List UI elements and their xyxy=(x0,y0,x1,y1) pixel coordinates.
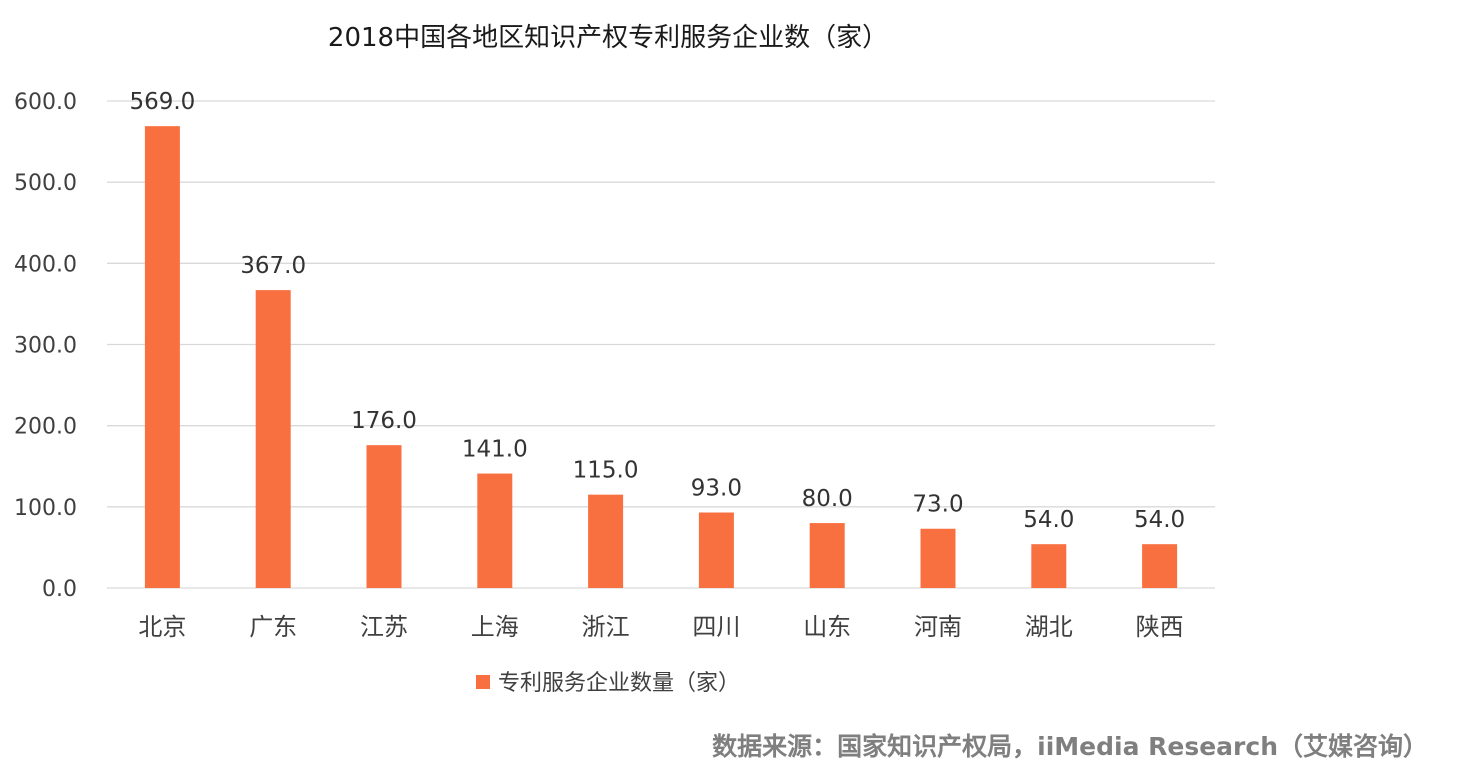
gridlines xyxy=(107,100,1215,589)
bar xyxy=(477,473,513,588)
chart-title: 2018中国各地区知识产权专利服务企业数（家） xyxy=(328,23,888,53)
bars xyxy=(144,126,1178,588)
data-label: 80.0 xyxy=(802,486,853,512)
x-tick-label: 山东 xyxy=(803,613,851,641)
bar xyxy=(809,523,845,588)
bar xyxy=(255,290,291,588)
y-axis-ticks: 0.0 100.0 200.0 300.0 400.0 500.0 600.0 xyxy=(14,90,77,602)
data-label: 54.0 xyxy=(1023,507,1074,533)
bar xyxy=(588,494,624,588)
bar xyxy=(366,445,402,588)
y-tick-label: 0.0 xyxy=(42,577,77,602)
x-tick-label: 江苏 xyxy=(360,613,408,641)
x-tick-label: 陕西 xyxy=(1136,613,1184,641)
bar xyxy=(1142,544,1178,588)
x-tick-label: 四川 xyxy=(692,613,740,641)
data-label: 176.0 xyxy=(351,408,417,434)
legend-label: 专利服务企业数量（家） xyxy=(498,671,740,696)
x-tick-label: 北京 xyxy=(138,613,186,641)
bar xyxy=(1031,544,1067,588)
data-label: 93.0 xyxy=(691,476,742,502)
y-tick-label: 600.0 xyxy=(14,90,77,115)
data-label: 141.0 xyxy=(462,437,528,463)
data-label: 115.0 xyxy=(573,458,639,484)
data-label: 569.0 xyxy=(129,89,195,115)
x-tick-label: 上海 xyxy=(471,613,519,641)
x-axis-ticks: 北京 广东 江苏 上海 浙江 四川 山东 河南 湖北 陕西 xyxy=(138,613,1183,641)
bar xyxy=(920,528,956,588)
x-tick-label: 浙江 xyxy=(582,613,630,641)
y-tick-label: 500.0 xyxy=(14,171,77,196)
bar xyxy=(144,126,180,588)
y-tick-label: 400.0 xyxy=(14,252,77,277)
y-tick-label: 300.0 xyxy=(14,334,77,359)
x-tick-label: 广东 xyxy=(249,613,297,641)
x-tick-label: 湖北 xyxy=(1025,613,1073,641)
data-label: 54.0 xyxy=(1134,507,1185,533)
legend-swatch xyxy=(476,675,490,689)
y-tick-label: 100.0 xyxy=(14,496,77,521)
y-tick-label: 200.0 xyxy=(14,415,77,440)
data-labels: 569.0 367.0 176.0 141.0 115.0 93.0 80.0 73.0 54.… xyxy=(129,89,1185,533)
x-tick-label: 河南 xyxy=(914,613,962,641)
bar xyxy=(698,512,734,588)
legend: 专利服务企业数量（家） xyxy=(476,671,740,696)
data-label: 73.0 xyxy=(912,492,963,518)
data-label: 367.0 xyxy=(240,253,306,279)
source-note: 数据来源：国家知识产权局，iiMedia Research（艾媒咨询） xyxy=(712,732,1428,761)
